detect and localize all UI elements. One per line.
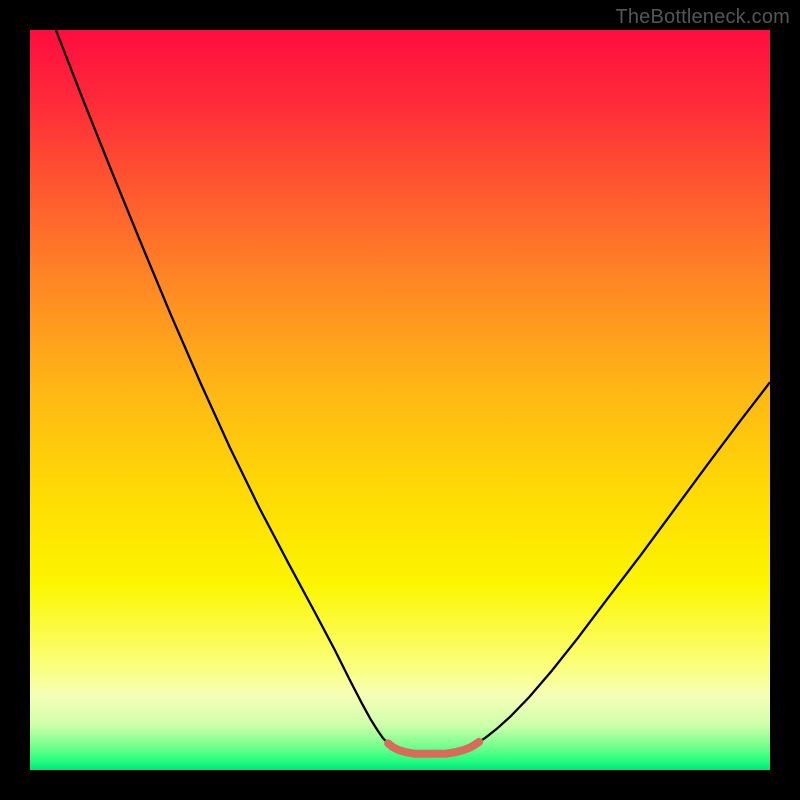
plot-area — [30, 30, 770, 770]
watermark-text: TheBottleneck.com — [615, 6, 790, 29]
chart-container: TheBottleneck.com — [0, 0, 800, 800]
gradient-background — [30, 30, 770, 770]
chart-svg — [30, 30, 770, 770]
